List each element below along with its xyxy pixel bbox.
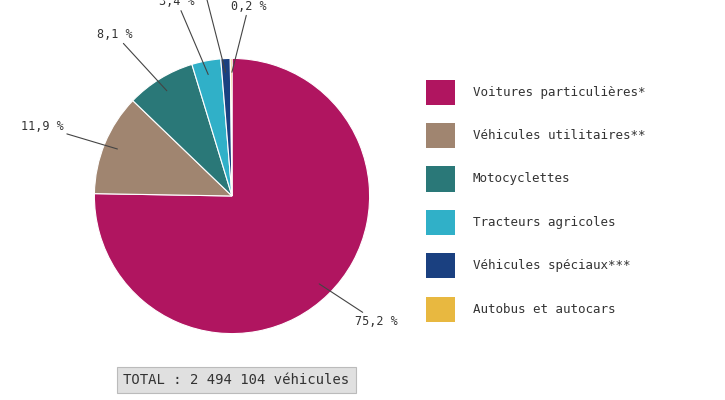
Text: 75,2 %: 75,2 %: [319, 284, 398, 328]
Text: Voitures particulières*: Voitures particulières*: [473, 86, 645, 99]
Text: 1,1 %: 1,1 %: [186, 0, 225, 72]
Text: 0,2 %: 0,2 %: [231, 0, 266, 72]
Wedge shape: [220, 58, 232, 196]
FancyBboxPatch shape: [426, 210, 455, 235]
FancyBboxPatch shape: [426, 297, 455, 322]
Wedge shape: [133, 64, 232, 196]
Text: Autobus et autocars: Autobus et autocars: [473, 303, 616, 316]
Text: 8,1 %: 8,1 %: [97, 28, 167, 91]
Text: Véhicules spéciaux***: Véhicules spéciaux***: [473, 259, 630, 272]
Wedge shape: [94, 101, 232, 196]
FancyBboxPatch shape: [426, 166, 455, 192]
Text: Véhicules utilitaires**: Véhicules utilitaires**: [473, 129, 645, 142]
Wedge shape: [94, 58, 370, 334]
Text: TOTAL : 2 494 104 véhicules: TOTAL : 2 494 104 véhicules: [123, 373, 349, 387]
Wedge shape: [231, 58, 232, 196]
Text: 3,4 %: 3,4 %: [160, 0, 208, 74]
Text: 11,9 %: 11,9 %: [21, 120, 117, 149]
FancyBboxPatch shape: [426, 253, 455, 278]
Wedge shape: [192, 59, 232, 196]
FancyBboxPatch shape: [426, 80, 455, 105]
Text: Motocyclettes: Motocyclettes: [473, 172, 570, 186]
Text: Tracteurs agricoles: Tracteurs agricoles: [473, 216, 616, 229]
FancyBboxPatch shape: [426, 123, 455, 148]
